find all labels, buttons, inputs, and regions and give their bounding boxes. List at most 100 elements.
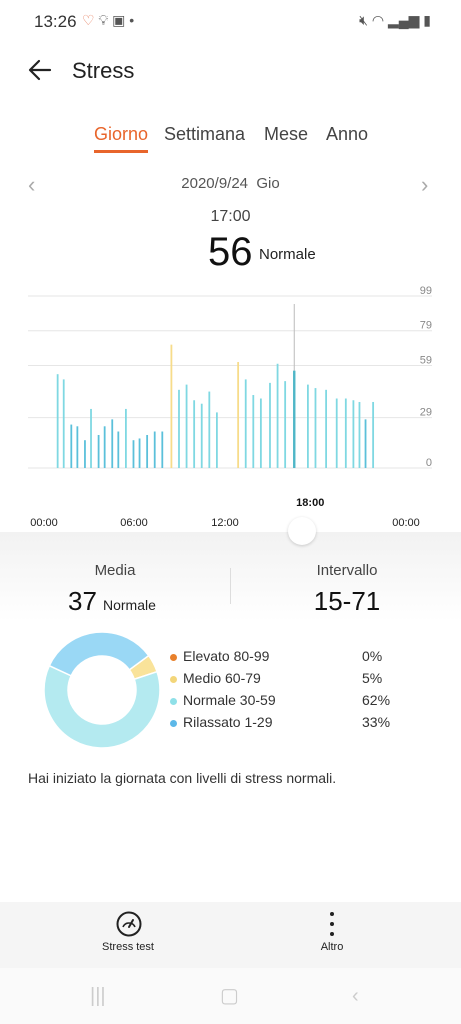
back-nav-icon[interactable]: ‹ (352, 985, 359, 1007)
system-navigation-bar (0, 968, 461, 1024)
mute-icon: 🔇︎ (359, 12, 368, 28)
stress-bar (97, 434, 100, 468)
legend-dot (170, 698, 177, 705)
stress-bar (161, 431, 164, 468)
stress-bar (146, 434, 149, 468)
stress-bar (111, 419, 114, 468)
x-tick-label: 00:00 (392, 517, 420, 529)
legend-percent: 33% (362, 714, 391, 730)
stress-bar (259, 398, 262, 468)
stress-bar (352, 400, 355, 468)
stress-bar (117, 431, 120, 468)
stress-bar (125, 408, 127, 468)
stat-divider (230, 568, 231, 604)
media-value: 37 (68, 586, 97, 616)
more-vertical-icon[interactable] (322, 910, 342, 938)
donut-slice (43, 664, 161, 749)
stress-bar (307, 384, 309, 468)
active-tab-indicator (94, 150, 148, 153)
back-arrow-icon[interactable] (26, 56, 54, 84)
stress-bar (208, 391, 211, 468)
x-tick-label: 06:00 (120, 517, 148, 529)
stress-summary-text: Hai iniziato la giornata con livelli di … (28, 770, 337, 786)
stress-bar (56, 374, 59, 468)
range-label: Intervallo (316, 562, 378, 579)
stress-bar (76, 426, 79, 468)
home-icon[interactable]: ▢ (220, 985, 239, 1007)
range-value: 15-71 (313, 586, 381, 616)
stress-bar (185, 384, 188, 468)
donut-slice (48, 631, 150, 677)
stress-bar (178, 389, 180, 468)
heart-rate-icon: ♡ (82, 12, 95, 28)
legend-dot (170, 720, 177, 727)
stress-chart[interactable]: 99 79 59 29 0 18:00 00:00 06:00 12:00 00:00 (0, 280, 461, 540)
status-system-icons: 🔇︎ ◠ ▂▄▆ ▮ (359, 12, 431, 29)
stress-bar (335, 398, 338, 468)
altro-button[interactable]: Altro (320, 941, 344, 953)
legend-name: Rilassato 1-29 (183, 714, 273, 730)
legend-name: Normale 30-59 (183, 692, 276, 708)
stress-bar (284, 381, 287, 468)
y-tick-label: 99 (420, 285, 432, 297)
stress-bar (193, 400, 196, 468)
stress-bar (372, 401, 375, 468)
stress-bar (84, 440, 86, 468)
stress-bar (276, 363, 279, 468)
status-bar: 13:26 ♡ 💡︎ ▣ • 🔇︎ ◠ ▂▄▆ ▮ (0, 0, 461, 44)
legend-percent: 0% (362, 648, 383, 664)
legend-dot (170, 654, 177, 661)
tab-settimana[interactable]: Settimana (164, 124, 246, 144)
stress-bar (244, 379, 247, 468)
stress-bar (344, 398, 347, 468)
recent-apps-icon[interactable]: ||| (90, 985, 106, 1007)
image-icon: ▣ (112, 12, 126, 28)
stress-bar (90, 408, 92, 468)
tab-mese[interactable]: Mese (264, 124, 309, 144)
y-tick-label: 0 (426, 457, 432, 469)
stress-bar (364, 419, 367, 468)
legend-item-elevato: Elevato 80-99 0% (170, 648, 410, 670)
stress-bar (252, 395, 255, 468)
stress-bar (325, 389, 327, 468)
stress-bar (153, 431, 156, 468)
tab-anno[interactable]: Anno (326, 124, 369, 144)
legend-dot (170, 676, 177, 683)
selected-stress-value: 56 (208, 230, 253, 274)
previous-day-icon[interactable]: ‹ (28, 172, 36, 197)
stress-bar (138, 438, 141, 468)
media-label: Media (94, 562, 136, 579)
selected-stress-bar (293, 370, 296, 468)
selected-stress-level: Normale (259, 246, 316, 263)
stress-bar (62, 379, 65, 468)
stress-bar (314, 388, 317, 468)
y-tick-label: 79 (420, 320, 432, 332)
stress-bar (216, 412, 218, 468)
stress-bar (132, 440, 135, 468)
battery-icon: ▮ (423, 12, 431, 28)
date-label: 2020/9/24 Gio (0, 175, 461, 192)
y-tick-label: 59 (420, 354, 432, 366)
stress-bar (358, 401, 361, 468)
distribution-donut-chart (43, 631, 161, 749)
dot-icon: • (129, 12, 135, 28)
page-title: Stress (72, 58, 135, 83)
stress-bar (237, 362, 240, 468)
chart-scrubber-handle[interactable] (288, 517, 316, 545)
status-notification-icons: ♡ 💡︎ ▣ • (82, 12, 134, 29)
bottom-action-bar (0, 902, 461, 968)
next-day-icon[interactable]: › (421, 172, 429, 197)
gauge-icon[interactable] (115, 910, 143, 938)
tab-giorno[interactable]: Giorno (94, 124, 149, 144)
day-value: Gio (256, 175, 280, 192)
legend-item-medio: Medio 60-79 5% (170, 670, 410, 692)
date-value: 2020/9/24 (181, 175, 249, 192)
wifi-icon: ◠ (371, 12, 385, 28)
legend-percent: 5% (362, 670, 383, 686)
stress-test-button[interactable]: Stress test (102, 941, 154, 953)
status-time: 13:26 (34, 12, 77, 31)
x-tick-label: 00:00 (30, 517, 58, 529)
highlight-hour-label: 18:00 (296, 497, 324, 509)
stress-bar (103, 426, 106, 468)
legend-item-rilassato: Rilassato 1-29 33% (170, 714, 410, 736)
